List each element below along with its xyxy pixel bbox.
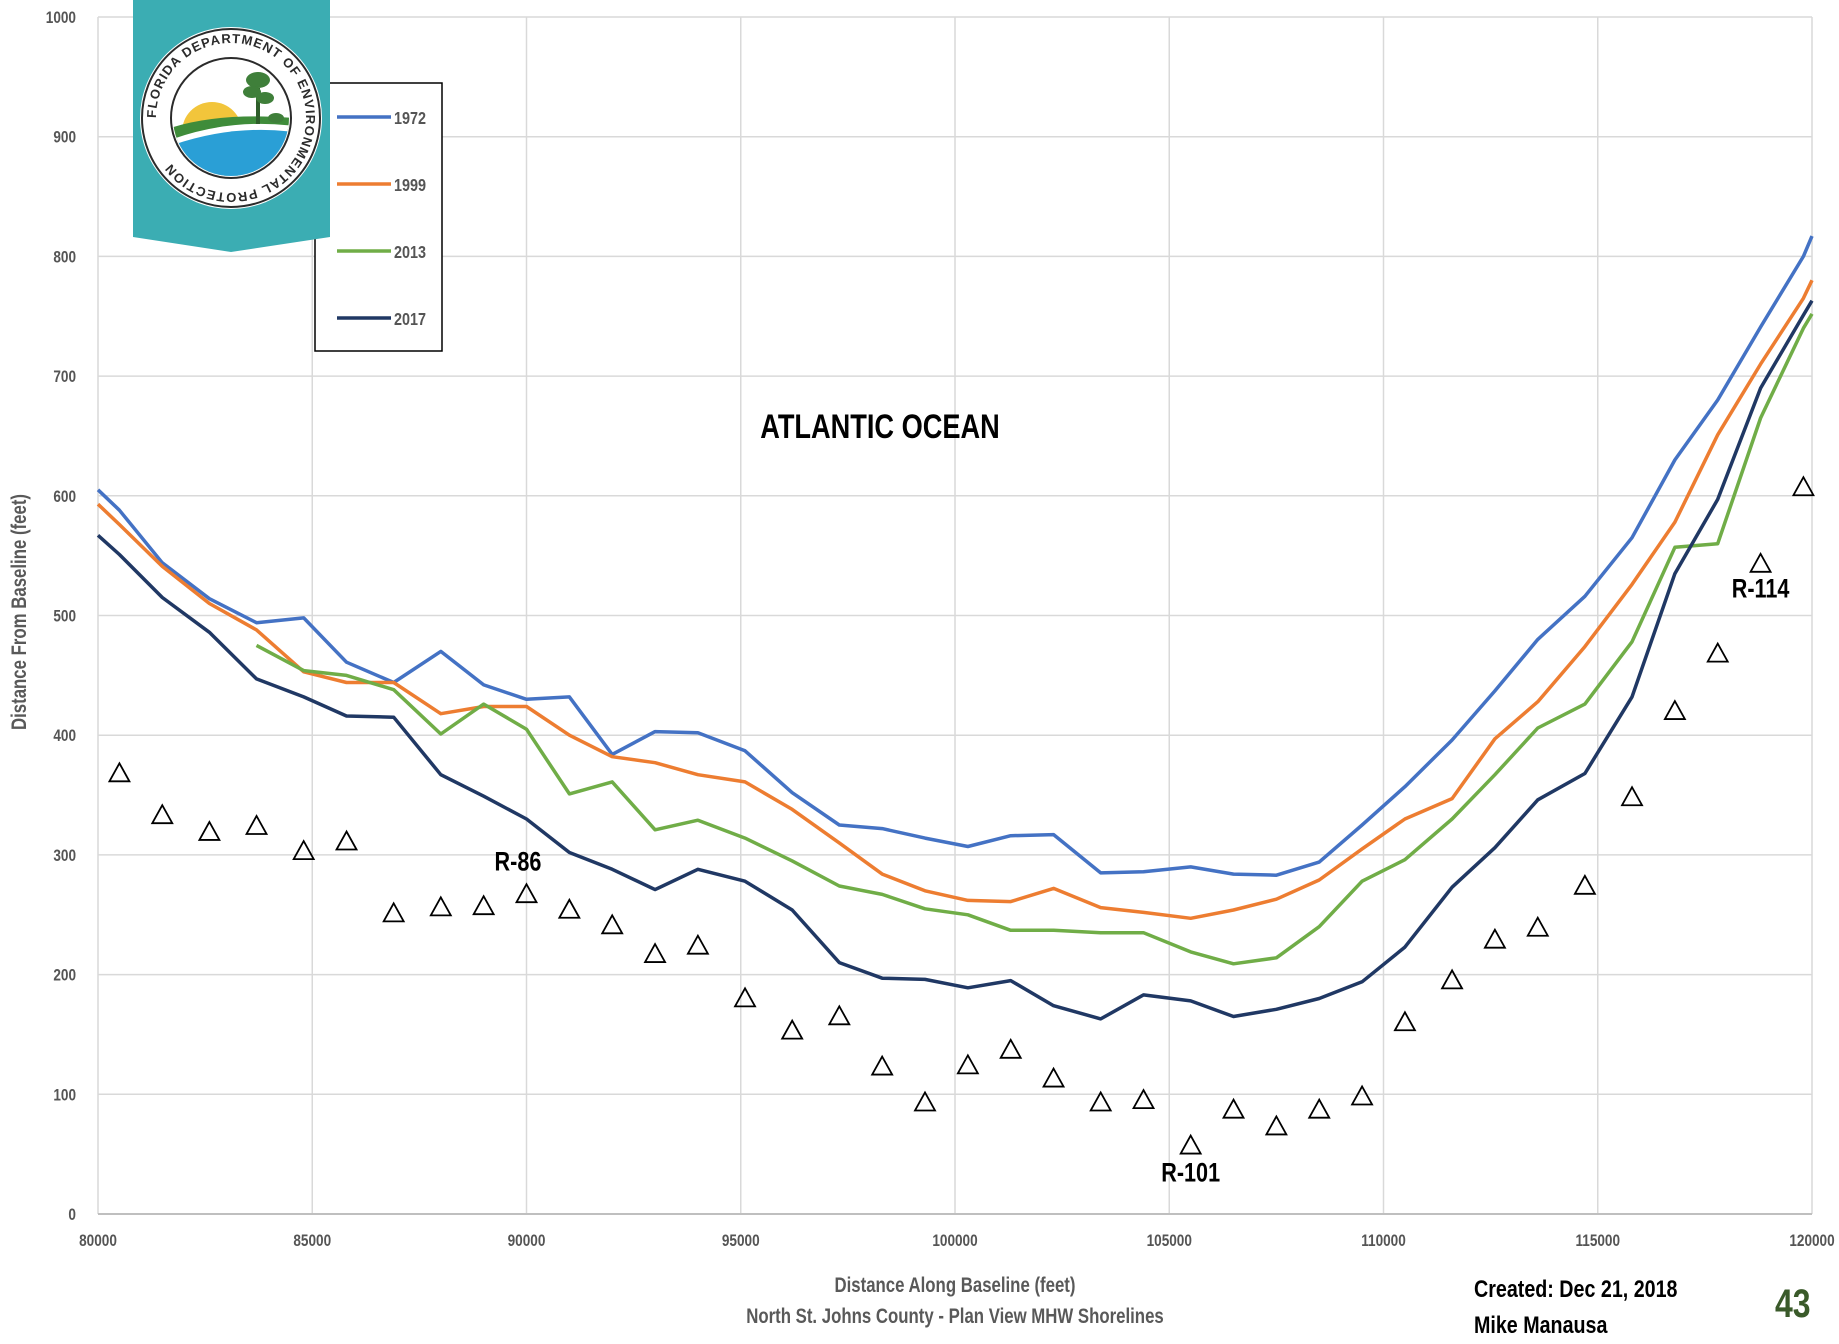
created-date: Created: Dec 21, 2018 [1474,1276,1678,1303]
monument-marker [382,901,406,923]
annotations: R-86 R-101 R-114 [495,574,1790,1188]
monument-marker [999,1037,1023,1059]
series-line-2013 [255,312,1814,966]
legend-label: 2017 [394,310,426,330]
monument-marker [514,882,539,904]
y-tick-label: 100 [53,1086,76,1105]
monument-label: R-114 [1732,574,1790,604]
monument-marker [1179,1133,1203,1155]
monument-marker [780,1018,804,1040]
monument-marker [1264,1114,1288,1136]
y-tick-label: 700 [53,368,76,387]
author-name: Mike Manausa [1474,1312,1608,1339]
monument-marker [1526,915,1550,937]
monument-marker [827,1004,851,1026]
x-tick-label: 120000 [1789,1232,1834,1251]
legend: 1972 1999 2013 2017 [314,82,443,352]
monument-marker [1221,1097,1246,1119]
monument-marker [870,1054,894,1076]
monument-marker [107,761,131,783]
monument-marker [913,1090,937,1112]
legend-label: 1972 [394,109,426,129]
monument-marker [1132,1088,1156,1109]
monument-marker [1350,1084,1374,1106]
x-tick-label: 105000 [1147,1232,1192,1251]
grid [97,16,1813,1215]
y-tick-label: 900 [53,128,76,147]
chart-subtitle: North St. Johns County - Plan View MHW S… [746,1305,1164,1328]
x-tick-label: 115000 [1575,1232,1620,1251]
monument-marker [1440,968,1464,990]
fdep-logo: FLORIDA DEPARTMENT OF ENVIRONMENTAL PROT… [133,0,330,252]
y-tick-label: 600 [53,487,76,506]
y-tick-label: 500 [53,607,76,626]
y-tick-label: 400 [53,727,76,746]
monument-marker [1620,785,1644,807]
monument-marker [686,933,710,955]
x-tick-label: 95000 [722,1232,760,1251]
x-tick-label: 110000 [1361,1232,1406,1251]
monument-marker [600,913,624,935]
y-tick-label: 800 [53,248,76,267]
monument-marker [472,894,496,916]
monument-marker [1663,699,1687,720]
monument-marker [1573,873,1597,895]
monument-marker [292,839,316,861]
monument-marker [1307,1097,1331,1119]
monument-label: R-101 [1161,1158,1220,1188]
legend-label: 1999 [394,176,426,196]
legend-label: 2013 [394,243,426,263]
chart-title: ATLANTIC OCEAN [760,407,1000,446]
series-line-1972 [96,235,1814,877]
monument-marker [956,1053,980,1075]
tree-icon [243,72,284,124]
monument-marker [643,942,667,963]
monument-marker [1791,475,1815,497]
monument-marker [1749,551,1773,573]
monument-marker [429,895,453,917]
monument-marker [197,820,221,841]
page-number: 43 [1775,1282,1811,1326]
series-line-2017 [96,299,1814,1021]
monument-label: R-86 [495,847,542,877]
x-tick-label: 85000 [293,1232,331,1251]
monument-marker [150,803,174,825]
monument-marker [1089,1090,1113,1112]
monument-marker [335,829,359,851]
monument-marker [1483,927,1507,949]
monument-marker [1042,1066,1066,1088]
y-tick-label: 200 [53,966,76,985]
monument-marker [1393,1010,1417,1032]
y-tick-label: 0 [68,1206,76,1225]
monument-marker [733,986,757,1008]
monument-markers [107,475,1815,1155]
series-lines [96,235,1814,1021]
x-tick-label: 100000 [932,1232,977,1251]
monument-marker [1706,641,1730,663]
x-tick-label: 90000 [508,1232,546,1251]
y-tick-label: 300 [53,847,76,866]
y-tick-label: 1000 [46,9,76,28]
axes: 0 100 200 300 400 500 600 700 800 900 1000 80000 850… [46,9,1835,1251]
x-tick-label: 80000 [79,1232,117,1251]
monument-marker [557,897,581,919]
series-line-1999 [96,279,1814,921]
x-axis-label: Distance Along Baseline (feet) [835,1274,1076,1297]
created-info: Created: Dec 21, 2018 Mike Manausa [1474,1272,1677,1344]
monument-marker [245,814,269,835]
y-axis-label: Distance From Baseline (feet) [8,494,31,730]
